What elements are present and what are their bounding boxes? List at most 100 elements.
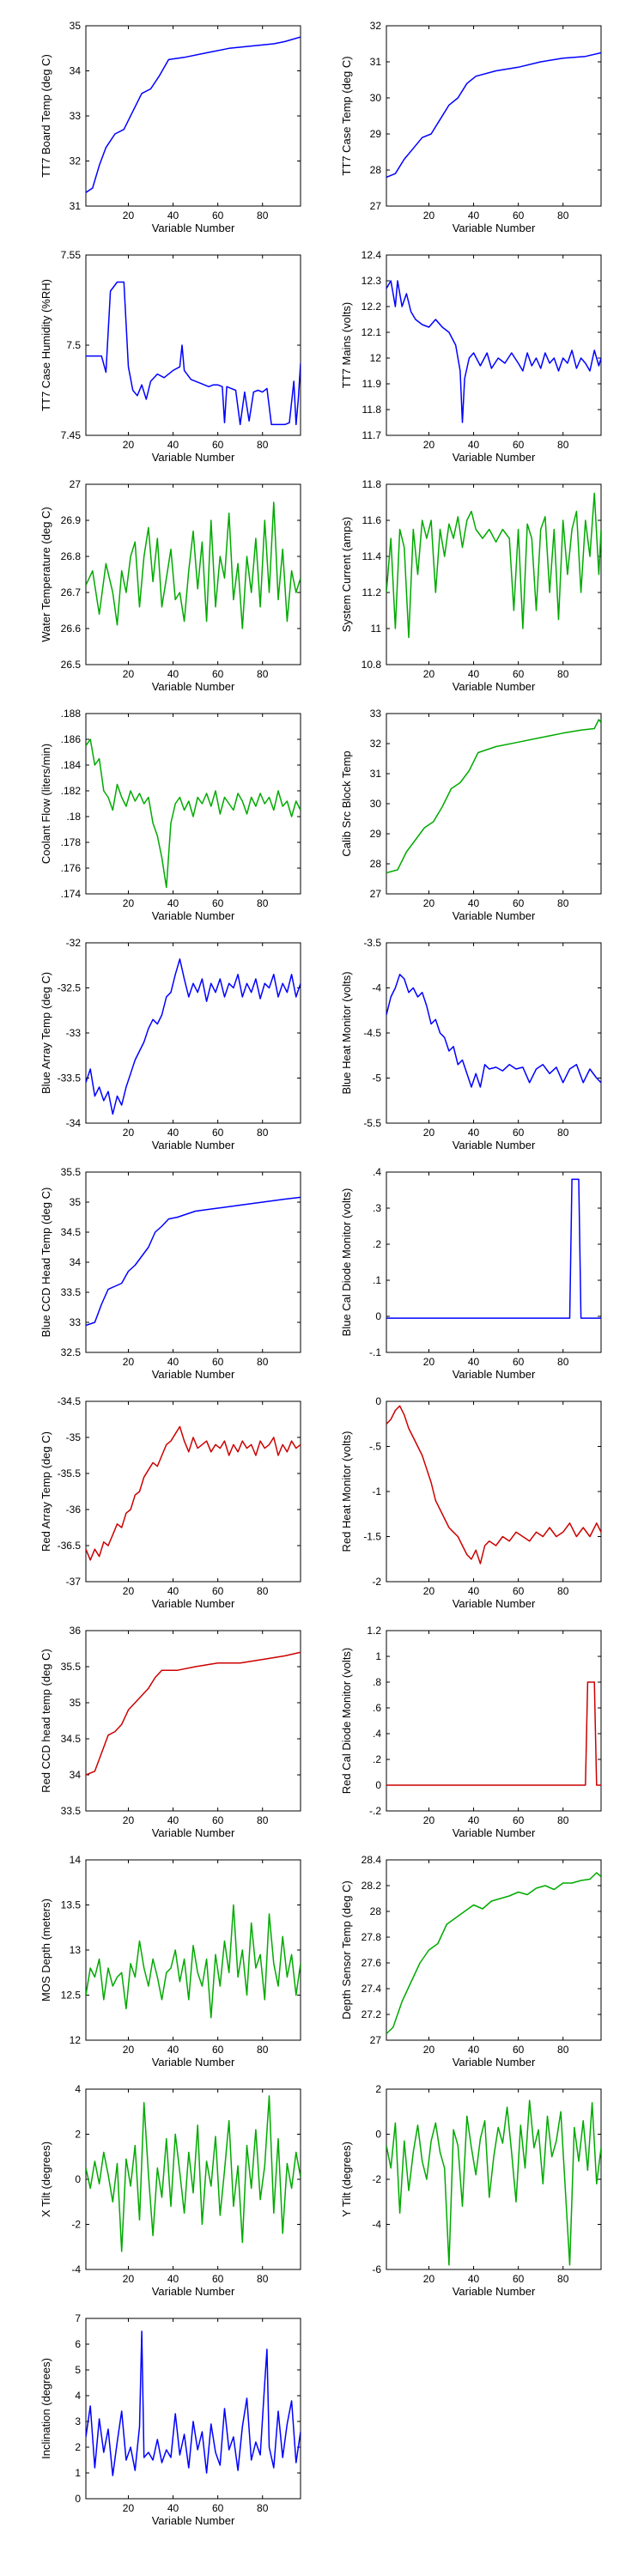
x-tick-label: 20 bbox=[423, 1585, 435, 1597]
plot-frame bbox=[386, 1859, 602, 2041]
series-line bbox=[386, 52, 601, 179]
x-tick-label: 20 bbox=[123, 1127, 135, 1139]
x-tick-label: 60 bbox=[212, 897, 224, 909]
x-tick-label: 60 bbox=[212, 1585, 224, 1597]
y-tick-label: 27.8 bbox=[361, 1931, 382, 1943]
y-tick-label: .184 bbox=[61, 759, 82, 771]
y-tick-label: .8 bbox=[373, 1676, 381, 1688]
y-tick-label: 26.5 bbox=[61, 659, 82, 671]
plot-frame bbox=[85, 254, 301, 436]
y-tick-label: -33 bbox=[66, 1027, 82, 1039]
y-tick-label: -37 bbox=[66, 1576, 82, 1588]
y-tick-label: 33 bbox=[370, 708, 382, 720]
x-tick-label: 80 bbox=[557, 210, 569, 222]
x-tick-label: 20 bbox=[123, 2502, 135, 2514]
x-tick-label: 20 bbox=[123, 1814, 135, 1826]
y-tick-label: 32 bbox=[370, 20, 382, 32]
x-tick-label: 80 bbox=[557, 2044, 569, 2056]
y-tick-label: 4 bbox=[75, 2083, 81, 2095]
x-tick-label: 40 bbox=[167, 210, 179, 222]
y-tick-label: 34.5 bbox=[61, 1226, 82, 1238]
y-axis-label: TT7 Mains (volts) bbox=[340, 302, 353, 388]
y-tick-label: -1 bbox=[372, 1485, 381, 1498]
y-tick-label: 27 bbox=[370, 888, 382, 900]
y-tick-label: 2 bbox=[75, 2129, 81, 2141]
x-tick-label: 40 bbox=[167, 439, 179, 451]
x-tick-label: 40 bbox=[468, 210, 480, 222]
x-tick-label: 80 bbox=[257, 897, 269, 909]
y-tick-label: .186 bbox=[61, 733, 82, 745]
x-tick-label: 20 bbox=[123, 1585, 135, 1597]
y-tick-label: .188 bbox=[61, 708, 82, 720]
x-axis-label: Variable Number bbox=[152, 1597, 235, 1610]
x-axis-label: Variable Number bbox=[152, 2285, 235, 2298]
x-tick-label: 60 bbox=[212, 2044, 224, 2056]
x-tick-label: 60 bbox=[513, 2273, 525, 2285]
y-tick-label: -5.5 bbox=[363, 1117, 381, 1129]
x-tick-label: 60 bbox=[513, 668, 525, 680]
x-axis-label: Variable Number bbox=[152, 1139, 235, 1151]
x-axis-label: Variable Number bbox=[453, 680, 536, 693]
series-line bbox=[86, 1904, 301, 2019]
y-tick-label: 14 bbox=[70, 1854, 82, 1866]
y-tick-label: 35 bbox=[70, 1697, 82, 1709]
y-tick-label: 1 bbox=[75, 2467, 81, 2479]
y-tick-label: 35.5 bbox=[61, 1166, 82, 1178]
x-tick-label: 20 bbox=[423, 668, 435, 680]
x-tick-label: 80 bbox=[257, 210, 269, 222]
y-tick-label: 0 bbox=[375, 1779, 381, 1791]
series-line bbox=[386, 1178, 601, 1319]
chart-panel: 11.7 11.8 11.9 12 12.1 12.2 12.3 12.4 20 40 60 80 Va… bbox=[340, 249, 602, 464]
y-tick-label: 12.3 bbox=[361, 275, 382, 287]
y-axis-label: Red Array Temp (deg C) bbox=[39, 1431, 52, 1552]
x-tick-label: 60 bbox=[212, 210, 224, 222]
y-tick-label: 7 bbox=[75, 2312, 81, 2324]
y-tick-label: 32 bbox=[70, 155, 82, 167]
y-axis-label: Coolant Flow (liters/min) bbox=[39, 744, 52, 864]
y-tick-label: 12 bbox=[370, 352, 382, 364]
plot-frame bbox=[386, 1171, 602, 1353]
x-tick-label: 80 bbox=[257, 2273, 269, 2285]
x-tick-label: 80 bbox=[557, 668, 569, 680]
y-axis-label: Red Cal Diode Monitor (volts) bbox=[340, 1648, 353, 1795]
x-tick-label: 80 bbox=[257, 668, 269, 680]
y-tick-label: -34.5 bbox=[58, 1395, 82, 1407]
y-tick-label: 12.4 bbox=[361, 249, 382, 261]
x-axis-label: Variable Number bbox=[152, 1368, 235, 1381]
plot-frame bbox=[386, 254, 602, 436]
x-tick-label: 20 bbox=[423, 897, 435, 909]
x-tick-label: 20 bbox=[123, 210, 135, 222]
x-tick-label: 60 bbox=[212, 2273, 224, 2285]
y-tick-label: 33.5 bbox=[61, 1805, 82, 1817]
y-axis-label: TT7 Case Humidity (%RH) bbox=[39, 279, 52, 411]
y-tick-label: -34 bbox=[66, 1117, 82, 1129]
chart-panel: 10.8 11 11.2 11.4 11.6 11.8 20 40 60 80 Variable N… bbox=[340, 478, 602, 693]
y-tick-label: -32.5 bbox=[58, 982, 82, 994]
x-axis-label: Variable Number bbox=[453, 2056, 536, 2069]
y-tick-label: 0 bbox=[75, 2493, 81, 2505]
plot-frame bbox=[85, 1630, 301, 1812]
x-tick-label: 80 bbox=[557, 1127, 569, 1139]
chart-panel: 26.5 26.6 26.7 26.8 26.9 27 20 40 60 80 Variable N… bbox=[39, 478, 301, 693]
y-tick-label: .178 bbox=[61, 836, 82, 848]
x-tick-label: 20 bbox=[123, 1356, 135, 1368]
plot-frame bbox=[386, 942, 602, 1124]
y-axis-label: Water Temperature (deg C) bbox=[39, 507, 52, 642]
x-axis-label: Variable Number bbox=[152, 1826, 235, 1839]
series-line bbox=[86, 36, 301, 193]
plot-frame bbox=[386, 1400, 602, 1583]
x-tick-label: 80 bbox=[557, 1356, 569, 1368]
y-tick-label: 35 bbox=[70, 20, 82, 32]
y-tick-label: 5 bbox=[75, 2364, 81, 2376]
y-tick-label: 11.6 bbox=[362, 514, 382, 526]
series-line bbox=[86, 2330, 301, 2476]
y-axis-label: Red Heat Monitor (volts) bbox=[340, 1431, 353, 1552]
chart-panel: .174 .176 .178 .18 .182 .184 .186 .188 20 40 60 80 V… bbox=[39, 708, 301, 922]
x-tick-label: 60 bbox=[513, 897, 525, 909]
series-line bbox=[86, 1425, 301, 1561]
series-line bbox=[86, 501, 301, 629]
series-line bbox=[86, 958, 301, 1115]
x-tick-label: 40 bbox=[167, 1585, 179, 1597]
series-line bbox=[386, 1681, 601, 1786]
y-tick-label: 34 bbox=[70, 65, 82, 77]
